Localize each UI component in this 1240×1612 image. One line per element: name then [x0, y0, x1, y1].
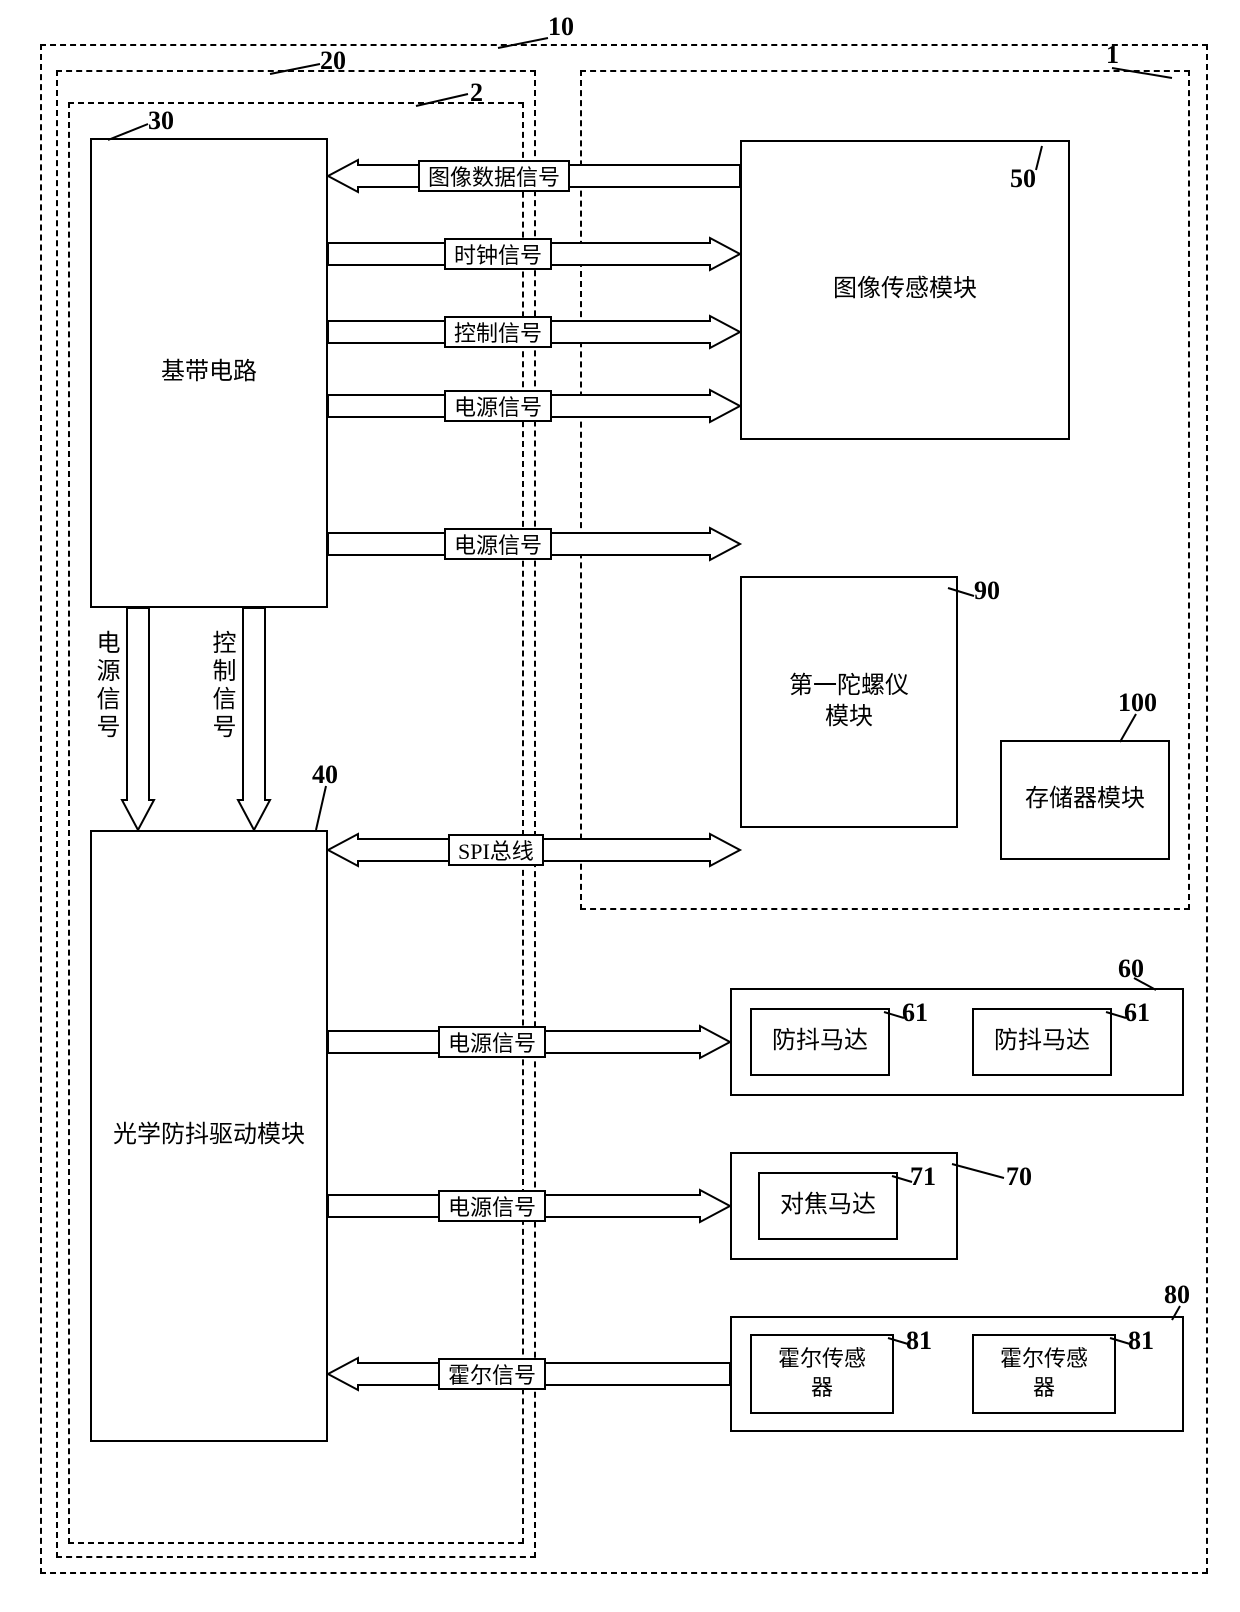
block-image-sensor-label: 图像传感模块	[833, 274, 977, 305]
signal-spi: SPI总线	[458, 834, 534, 866]
leader-61a	[884, 1008, 906, 1022]
block-motor-b: 防抖马达	[972, 1008, 1112, 1076]
block-ois-driver-label: 光学防抖驱动模块	[113, 1120, 305, 1151]
leader-40	[316, 786, 336, 832]
signal-power3: 电源信号	[448, 1026, 536, 1058]
signal-hall: 霍尔信号	[448, 1358, 536, 1390]
arrow-label-hall: 霍尔信号	[438, 1358, 546, 1390]
block-baseband: 基带电路	[90, 138, 328, 608]
arrow-label-power1: 电源信号	[444, 390, 552, 422]
block-motor-a: 防抖马达	[750, 1008, 890, 1076]
leader-100	[1120, 714, 1150, 744]
signal-control: 控制信号	[454, 316, 542, 348]
block-hall-b: 霍尔传感 器	[972, 1334, 1116, 1414]
leader-50b	[1040, 142, 1070, 152]
leader-61b	[1106, 1008, 1128, 1022]
leader-80	[1172, 1306, 1192, 1322]
leader-81a	[888, 1334, 910, 1348]
num-20: 20	[320, 46, 346, 76]
signal-power1: 电源信号	[454, 390, 542, 422]
block-motor-b-label: 防抖马达	[994, 1026, 1090, 1057]
signal-power4: 电源信号	[448, 1190, 536, 1222]
block-hall-b-label: 霍尔传感 器	[1000, 1345, 1088, 1402]
leader-2	[416, 88, 472, 110]
leader-60	[1128, 978, 1158, 994]
arrow-label-clock: 时钟信号	[444, 238, 552, 270]
leader-81b	[1110, 1334, 1132, 1348]
signal-v-power: 电源信号	[88, 630, 123, 742]
leader-30	[108, 120, 152, 142]
signal-image-data: 图像数据信号	[428, 160, 560, 192]
block-focus-motor-label: 对焦马达	[780, 1190, 876, 1221]
block-memory: 存储器模块	[1000, 740, 1170, 860]
arrow-v-control	[238, 608, 270, 830]
block-focus-motor: 对焦马达	[758, 1172, 898, 1240]
arrow-label-power3: 电源信号	[438, 1026, 546, 1058]
num-10: 10	[548, 12, 574, 42]
leader-1	[1112, 64, 1172, 82]
arrow-label-power4: 电源信号	[438, 1190, 546, 1222]
block-memory-label: 存储器模块	[1025, 784, 1145, 815]
arrow-label-power2: 电源信号	[444, 528, 552, 560]
num-70: 70	[1006, 1162, 1032, 1192]
num-50: 50	[1010, 164, 1036, 194]
leader-10	[498, 30, 548, 50]
arrow-v-power	[122, 608, 154, 830]
block-motor-a-label: 防抖马达	[772, 1026, 868, 1057]
leader-90	[948, 584, 978, 604]
block-gyro1: 第一陀螺仪 模块	[740, 576, 958, 828]
signal-v-control: 控制信号	[204, 630, 239, 742]
signal-power2: 电源信号	[454, 528, 542, 560]
vlabel-power: 电源信号	[88, 630, 123, 747]
block-hall-a: 霍尔传感 器	[750, 1334, 894, 1414]
block-gyro1-label: 第一陀螺仪 模块	[789, 671, 909, 733]
arrow-label-spi: SPI总线	[448, 834, 544, 866]
leader-70	[952, 1160, 1008, 1182]
diagram-canvas: 基带电路 图像传感模块 第一陀螺仪 模块 存储器模块 光学防抖驱动模块 防抖马达…	[0, 0, 1240, 1612]
vlabel-control: 控制信号	[204, 630, 239, 747]
signal-clock: 时钟信号	[454, 238, 542, 270]
arrow-label-control: 控制信号	[444, 316, 552, 348]
block-ois-driver: 光学防抖驱动模块	[90, 830, 328, 1442]
leader-20	[270, 58, 322, 78]
arrow-label-image-data: 图像数据信号	[418, 160, 570, 192]
leader-71	[892, 1172, 914, 1186]
block-baseband-label: 基带电路	[161, 357, 257, 388]
block-hall-a-label: 霍尔传感 器	[778, 1345, 866, 1402]
